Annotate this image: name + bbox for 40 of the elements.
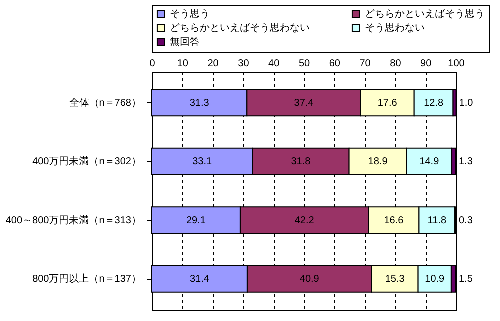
x-tick-label: 70	[360, 58, 372, 70]
x-tick-label: 100	[448, 58, 466, 70]
y-tick-label: 400万円未満（n＝302）	[32, 156, 142, 168]
legend-label: そう思わない	[365, 23, 425, 34]
data-label: 16.6	[384, 215, 404, 226]
data-label: 11.8	[428, 215, 447, 226]
legend-label: どちらかといえばそう思わない	[170, 23, 310, 34]
legend-label: 無回答	[170, 36, 200, 48]
data-label: 29.1	[186, 215, 206, 226]
legend-label: そう思う	[170, 9, 210, 20]
y-tick-label: 全体（n＝768）	[69, 96, 142, 109]
y-tick-label: 800万円以上（n＝137）	[32, 273, 142, 286]
data-label: 18.9	[368, 156, 388, 168]
legend-label: どちらかといえばそう思う	[365, 9, 485, 20]
x-tick-label: 30	[238, 58, 250, 70]
x-tick-label: 60	[329, 58, 341, 70]
data-label: 14.9	[420, 156, 440, 168]
data-label: 10.9	[425, 274, 446, 286]
data-label: 33.1	[192, 156, 212, 168]
x-tick-label: 50	[298, 58, 310, 70]
data-label: 31.3	[190, 98, 210, 109]
x-tick-label: 80	[390, 58, 402, 70]
data-label: 31.8	[291, 156, 312, 168]
data-label: 0.3	[459, 215, 474, 226]
x-tick-label: 40	[268, 58, 280, 70]
data-label: 37.4	[294, 98, 314, 109]
x-tick-label: 0	[150, 58, 156, 70]
data-label: 1.0	[459, 98, 474, 109]
data-label: 1.3	[459, 156, 474, 168]
x-tick-label: 10	[177, 58, 189, 70]
data-label: 12.8	[424, 98, 444, 109]
data-label: 42.2	[294, 215, 315, 226]
data-label: 40.9	[300, 274, 320, 286]
x-tick-label: 90	[420, 58, 432, 70]
x-tick-label: 20	[208, 58, 220, 70]
data-label: 17.6	[378, 98, 398, 109]
data-label: 15.3	[385, 274, 406, 286]
data-label: 31.4	[190, 274, 210, 286]
y-tick-label: 400～800万円未満（n＝313）	[6, 214, 142, 226]
data-label: 1.5	[459, 274, 474, 286]
